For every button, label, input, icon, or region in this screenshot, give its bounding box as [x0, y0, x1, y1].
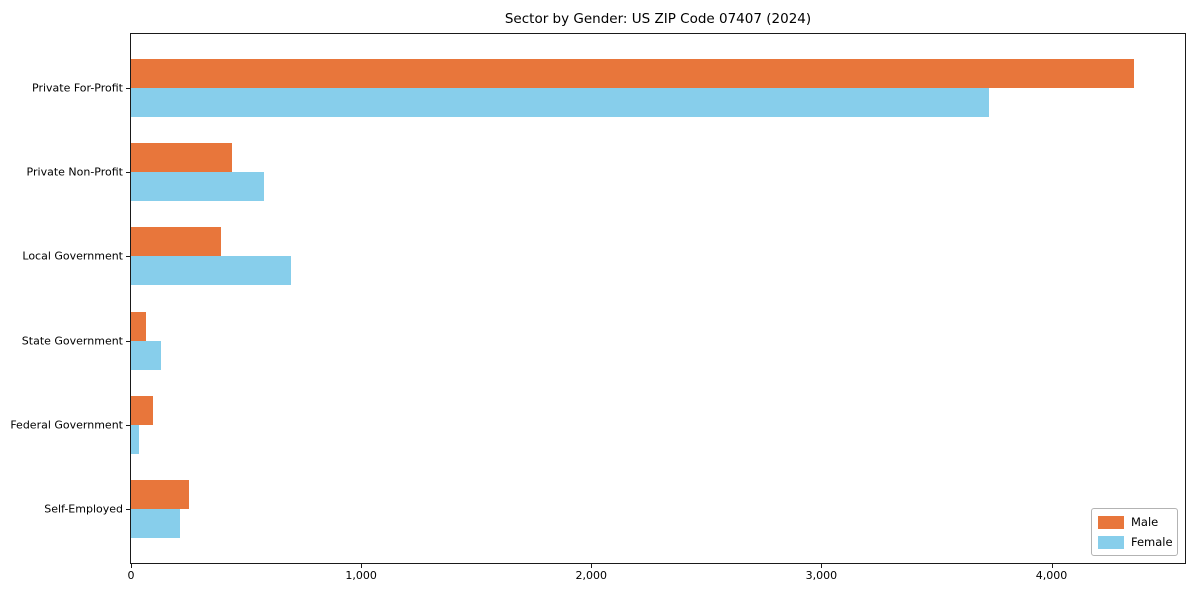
ytick-label-federal-government: Federal Government	[10, 418, 123, 432]
bar-female-local-government	[131, 256, 291, 286]
legend-item-female: Female	[1098, 535, 1173, 549]
ytick-mark	[126, 172, 130, 174]
ytick-mark	[126, 424, 130, 426]
ytick-label-private-non-profit: Private Non-Profit	[26, 165, 123, 179]
bar-female-private-non-profit	[131, 172, 265, 202]
xtick-mark	[1051, 564, 1053, 568]
legend-swatch-female-icon	[1098, 535, 1124, 549]
xtick-mark	[361, 564, 363, 568]
bar-male-local-government	[131, 227, 221, 257]
bar-male-federal-government	[131, 395, 153, 425]
xtick-label-4000: 4,000	[1035, 569, 1068, 582]
bar-female-self-employed	[131, 509, 181, 538]
bar-female-private-for-profit	[131, 88, 990, 117]
ytick-mark	[126, 256, 130, 258]
bar-male-private-for-profit	[131, 59, 1135, 88]
legend-swatch-male-icon	[1098, 515, 1124, 529]
bar-male-self-employed	[131, 480, 189, 509]
ytick-mark	[126, 340, 130, 342]
legend-label-male: Male	[1131, 515, 1159, 529]
legend-item-male: Male	[1098, 515, 1170, 529]
ytick-label-self-employed: Self-Employed	[44, 502, 123, 516]
ytick-label-state-government: State Government	[21, 334, 123, 348]
bar-male-private-non-profit	[131, 143, 233, 173]
xtick-mark	[821, 564, 823, 568]
legend-label-female: Female	[1131, 535, 1173, 549]
xtick-label-3000: 3,000	[805, 569, 838, 582]
chart-title: Sector by Gender: US ZIP Code 07407 (202…	[504, 11, 812, 27]
xtick-mark	[131, 564, 132, 568]
ytick-label-private-for-profit: Private For-Profit	[32, 81, 123, 95]
plot-area	[131, 34, 1185, 563]
bar-male-state-government	[131, 311, 146, 341]
xtick-label-0: 0	[127, 569, 135, 582]
xtick-label-1000: 1,000	[345, 569, 377, 582]
ytick-label-local-government: Local Government	[22, 249, 123, 263]
xtick-label-2000: 2,000	[575, 569, 608, 582]
xtick-mark	[591, 564, 593, 568]
ytick-mark	[126, 88, 130, 89]
bar-female-federal-government	[131, 424, 140, 454]
legend: Male Female	[1091, 508, 1178, 556]
ytick-mark	[126, 509, 130, 510]
bar-female-state-government	[131, 340, 161, 370]
